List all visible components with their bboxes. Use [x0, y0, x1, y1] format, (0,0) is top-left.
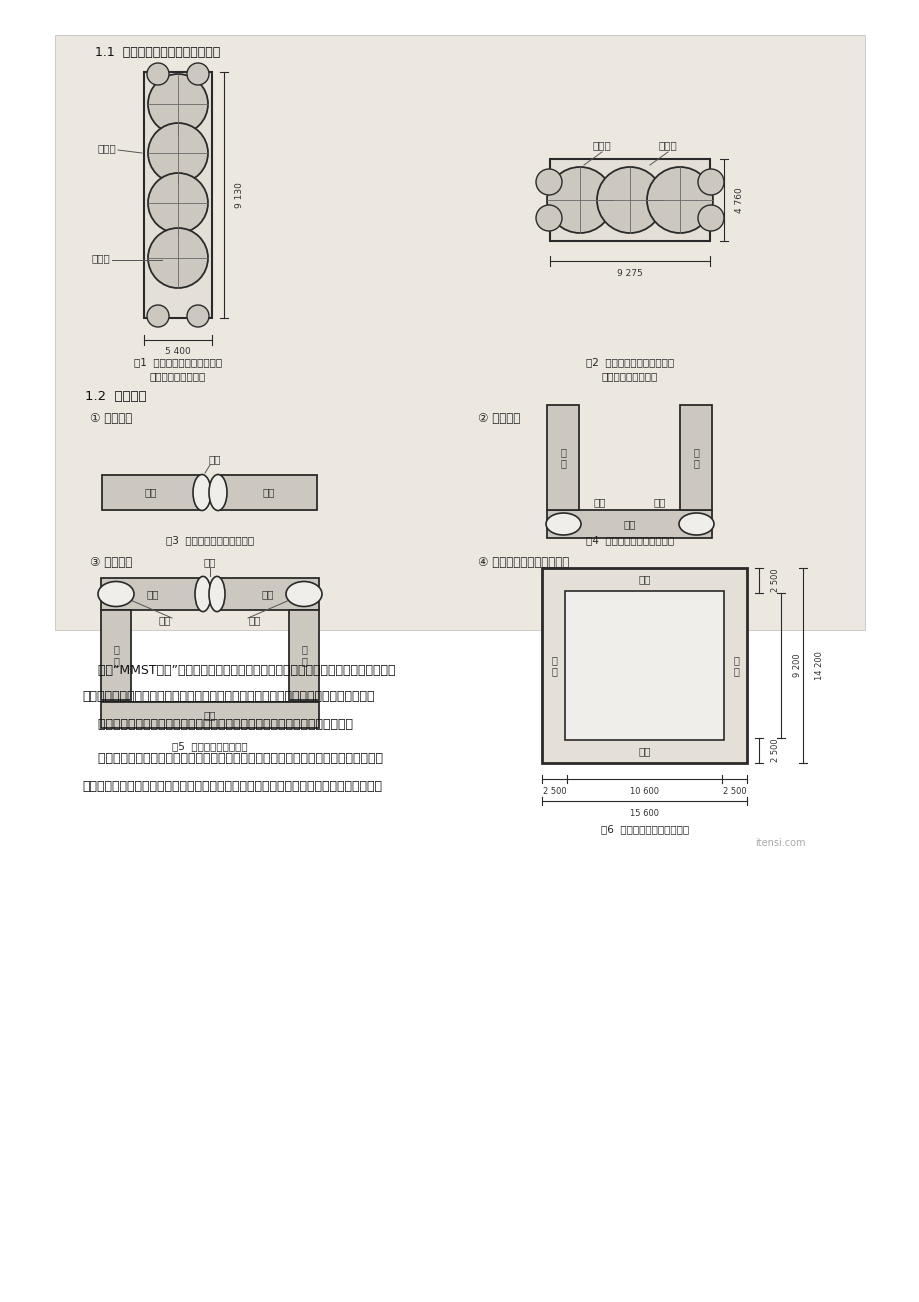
Text: 14 200: 14 200: [814, 651, 823, 680]
Text: 9 200: 9 200: [792, 654, 801, 677]
Text: 节点: 节点: [203, 557, 216, 566]
Ellipse shape: [193, 474, 210, 510]
Bar: [542, 568, 746, 763]
Text: 10 600: 10 600: [630, 786, 659, 796]
Circle shape: [148, 173, 208, 233]
Text: 节点: 节点: [593, 497, 606, 506]
Text: 侧
墙: 侧 墙: [113, 644, 119, 665]
Text: 图6  完成框架结构和挖弃土体: 图6 完成框架结构和挖弃土体: [600, 824, 688, 835]
Text: 大刀盘: 大刀盘: [658, 141, 676, 150]
Text: 9 275: 9 275: [617, 268, 642, 277]
Text: 图1  纵向矩型多刀盘盾构机刀: 图1 纵向矩型多刀盘盾构机刀: [134, 357, 221, 367]
Bar: [218, 475, 317, 510]
Text: 采用“MMST工法”可施工超大型地下空间建筑，是大型地下工程暗作施工的一个好工: 采用“MMST工法”可施工超大型地下空间建筑，是大型地下工程暗作施工的一个好工: [82, 664, 395, 677]
Text: 大刀盘: 大刀盘: [97, 143, 116, 154]
Text: 节点: 节点: [248, 615, 261, 625]
Bar: [565, 591, 724, 740]
Text: 2 500: 2 500: [770, 569, 779, 592]
Circle shape: [187, 305, 209, 327]
Text: itensi.com: itensi.com: [754, 838, 805, 848]
Bar: [101, 611, 130, 700]
Text: 盘（三菱重工制造）: 盘（三菱重工制造）: [150, 371, 206, 381]
Text: 底板: 底板: [638, 746, 651, 756]
Text: 1.1  矩形盾构刀盘外形（示意图）: 1.1 矩形盾构刀盘外形（示意图）: [95, 46, 220, 59]
Text: 节点: 节点: [653, 497, 665, 506]
Text: 剧院等大型地下空间暗作施工工法的研究。一个具有生命力的地下空间结构暗作施工工法，: 剧院等大型地下空间暗作施工工法的研究。一个具有生命力的地下空间结构暗作施工工法，: [82, 780, 381, 793]
Bar: [547, 405, 579, 510]
Bar: [289, 611, 319, 700]
Bar: [550, 159, 709, 241]
Circle shape: [147, 305, 169, 327]
Circle shape: [698, 169, 723, 195]
Text: 4 760: 4 760: [734, 187, 743, 212]
Ellipse shape: [209, 577, 225, 612]
Text: 底板: 底板: [203, 710, 216, 720]
Text: 底板: 底板: [262, 487, 275, 497]
Text: ① 底板施工: ① 底板施工: [90, 411, 132, 424]
Bar: [55, 35, 864, 630]
Text: 侧
墙: 侧 墙: [560, 447, 566, 469]
Text: 侧
墙: 侧 墙: [732, 655, 738, 676]
Text: 小刀盘: 小刀盘: [91, 253, 110, 263]
Text: 且地下空间结构断面不足够大时，经济性不理想，因而目前在我国较难推广。: 且地下空间结构断面不足够大时，经济性不理想，因而目前在我国较难推广。: [82, 717, 353, 730]
Text: ② 侧墙施工: ② 侧墙施工: [478, 411, 519, 424]
Text: 侧
墙: 侧 墙: [693, 447, 698, 469]
Ellipse shape: [678, 513, 713, 535]
Ellipse shape: [195, 577, 210, 612]
Circle shape: [148, 74, 208, 134]
Circle shape: [536, 204, 562, 230]
Text: 2 500: 2 500: [770, 738, 779, 762]
Bar: [217, 578, 319, 611]
Text: 图4  侧墙采用纵向盾构机施工: 图4 侧墙采用纵向盾构机施工: [585, 535, 674, 546]
Ellipse shape: [209, 474, 227, 510]
Text: 2 500: 2 500: [542, 786, 566, 796]
Circle shape: [646, 167, 712, 233]
Bar: [101, 578, 203, 611]
Bar: [144, 72, 211, 318]
Text: 5 400: 5 400: [165, 348, 190, 357]
Ellipse shape: [545, 513, 581, 535]
Circle shape: [698, 204, 723, 230]
Text: 小刀盘: 小刀盘: [592, 141, 611, 150]
Circle shape: [147, 62, 169, 85]
Text: 侧
墙: 侧 墙: [550, 655, 556, 676]
Text: 图2  横向矩型多刀盘盾构机刀: 图2 横向矩型多刀盘盾构机刀: [585, 357, 674, 367]
Text: 图5  顶板横向层构机施工: 图5 顶板横向层构机施工: [172, 741, 247, 751]
Bar: [680, 405, 711, 510]
Text: 盘（川崎重工制造）: 盘（川崎重工制造）: [601, 371, 657, 381]
Bar: [102, 475, 202, 510]
Text: ③ 顶板施工: ③ 顶板施工: [90, 556, 132, 569]
Text: 9 130: 9 130: [235, 182, 244, 208]
Text: 顶板: 顶板: [261, 589, 274, 599]
Text: 笔者由日本回国后，一直没有放弃对城市地铁车站、地下存车场、地下商场以及地下影: 笔者由日本回国后，一直没有放弃对城市地铁车站、地下存车场、地下商场以及地下影: [82, 753, 382, 766]
Circle shape: [596, 167, 663, 233]
Text: 顶板: 顶板: [146, 589, 159, 599]
Text: 节点: 节点: [209, 454, 221, 464]
Bar: [55, 635, 864, 1275]
Bar: [101, 702, 319, 728]
Text: 2 500: 2 500: [722, 786, 746, 796]
Text: 1.2  施工顺序: 1.2 施工顺序: [85, 391, 146, 404]
Bar: [547, 510, 711, 538]
Circle shape: [148, 122, 208, 184]
Ellipse shape: [98, 582, 134, 607]
Text: 15 600: 15 600: [630, 809, 659, 818]
Text: 节点: 节点: [159, 615, 171, 625]
Circle shape: [547, 167, 612, 233]
Text: 底板: 底板: [145, 487, 157, 497]
Circle shape: [148, 228, 208, 288]
Text: 底板: 底板: [623, 519, 636, 529]
Text: 侧
墙: 侧 墙: [301, 644, 307, 665]
Text: 法，特别是节点处理技术构思极为巧妙。但是该工法设备投入过多，施工占地面积大，而: 法，特别是节点处理技术构思极为巧妙。但是该工法设备投入过多，施工占地面积大，而: [82, 690, 374, 703]
Text: 图3  底板横向采用盾构机施工: 图3 底板横向采用盾构机施工: [165, 535, 254, 546]
Text: 顶板: 顶板: [638, 574, 651, 585]
Circle shape: [187, 62, 209, 85]
Circle shape: [536, 169, 562, 195]
Ellipse shape: [286, 582, 322, 607]
Text: ④ 完成框架结构和挖弃土体: ④ 完成框架结构和挖弃土体: [478, 556, 569, 569]
